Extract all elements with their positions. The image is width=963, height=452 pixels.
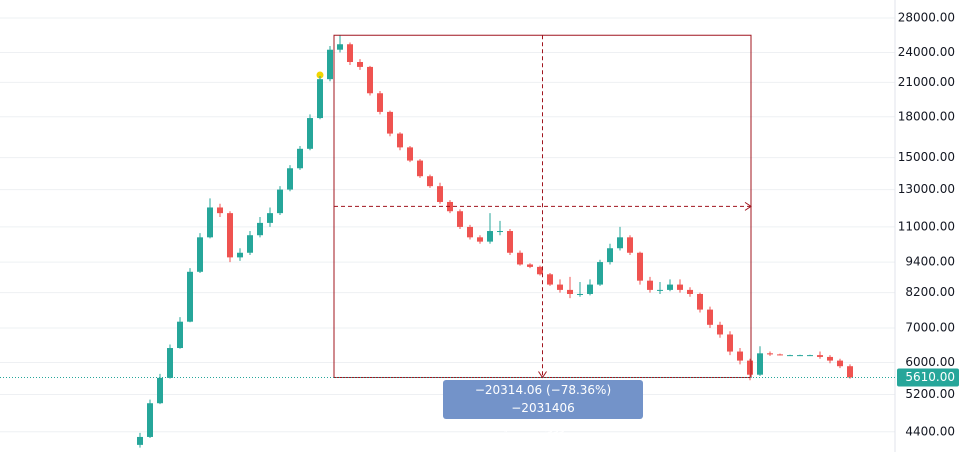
candle-body bbox=[587, 284, 593, 294]
candle-body bbox=[547, 274, 553, 285]
candle-body bbox=[637, 252, 643, 281]
candle-body bbox=[417, 160, 423, 177]
candle-body bbox=[677, 284, 683, 290]
candle-body bbox=[227, 213, 233, 258]
candle-body bbox=[557, 284, 563, 290]
candle-body bbox=[427, 176, 433, 187]
grid bbox=[0, 17, 895, 433]
candle-body bbox=[767, 353, 773, 355]
y-tick-label: 8200.00 bbox=[905, 285, 955, 299]
event-marker bbox=[316, 71, 324, 79]
measure-bars: 132 روز, 196 میله bbox=[493, 419, 593, 433]
candle-body bbox=[497, 231, 503, 233]
candle-body bbox=[147, 403, 153, 437]
candle-body bbox=[747, 360, 753, 375]
candle-body bbox=[217, 207, 223, 214]
candle-body bbox=[387, 111, 393, 134]
candle-body bbox=[467, 226, 473, 238]
candle-body bbox=[307, 118, 313, 149]
candle-body bbox=[847, 366, 853, 378]
candle-body bbox=[527, 264, 533, 267]
candle-body bbox=[797, 355, 803, 357]
candle-body bbox=[167, 348, 173, 378]
y-tick-label: 24000.00 bbox=[898, 45, 955, 59]
candle-body bbox=[157, 377, 163, 404]
y-tick-label: 21000.00 bbox=[898, 75, 955, 89]
candle-body bbox=[727, 334, 733, 352]
last-price-box bbox=[897, 368, 959, 387]
candle-body bbox=[437, 186, 443, 202]
candle-body bbox=[377, 93, 383, 112]
measure-change: −20314.06 (−78.36%) −2031406 bbox=[474, 383, 612, 415]
candle-body bbox=[667, 284, 673, 290]
measure-v-head bbox=[538, 371, 547, 379]
candle-body bbox=[577, 293, 583, 295]
candle-body bbox=[827, 356, 833, 361]
candle-body bbox=[327, 49, 333, 80]
candle-body bbox=[187, 271, 193, 322]
candle-body bbox=[357, 62, 363, 67]
candle-body bbox=[487, 231, 493, 242]
y-tick-label: 11000.00 bbox=[898, 219, 955, 233]
measure-h-head bbox=[744, 201, 752, 211]
candle-body bbox=[137, 436, 143, 445]
candle-body bbox=[407, 147, 413, 161]
y-tick-label: 28000.00 bbox=[898, 11, 955, 25]
candle-body bbox=[317, 79, 323, 119]
candle-body bbox=[287, 168, 293, 190]
candle-body bbox=[647, 280, 653, 290]
candle-body bbox=[537, 266, 543, 275]
y-tick-label: 9400.00 bbox=[905, 255, 955, 269]
candle-body bbox=[597, 262, 603, 285]
candle-body bbox=[207, 207, 213, 238]
y-tick-label: 18000.00 bbox=[898, 109, 955, 123]
candle-body bbox=[517, 252, 523, 265]
y-tick-label: 4400.00 bbox=[905, 424, 955, 438]
candle-body bbox=[697, 293, 703, 310]
candle-body bbox=[737, 351, 743, 361]
candle-body bbox=[507, 231, 513, 253]
candle-body bbox=[837, 360, 843, 367]
candle-body bbox=[197, 237, 203, 272]
candle-body bbox=[247, 235, 253, 253]
candle-body bbox=[347, 44, 353, 63]
measure-box: −20314.06 (−78.36%) −2031406 132 روز, 19… bbox=[443, 380, 643, 433]
y-tick-label: 6000.00 bbox=[905, 355, 955, 369]
candle-body bbox=[337, 44, 343, 50]
candle-body bbox=[297, 148, 303, 169]
candle-body bbox=[817, 355, 823, 357]
candle-body bbox=[717, 324, 723, 335]
y-tick-label: 13000.00 bbox=[898, 182, 955, 196]
candle-body bbox=[397, 133, 403, 148]
candle-body bbox=[807, 355, 813, 357]
last-price-label: 5610.00 bbox=[905, 370, 955, 384]
candle-body bbox=[177, 321, 183, 349]
y-tick-label: 7000.00 bbox=[905, 320, 955, 334]
candle-body bbox=[457, 211, 463, 227]
candle-body bbox=[267, 213, 273, 223]
y-tick-label: 5200.00 bbox=[905, 387, 955, 401]
candle-body bbox=[567, 289, 573, 294]
candle-body bbox=[657, 289, 663, 291]
candle-body bbox=[777, 354, 783, 356]
candle-body bbox=[607, 248, 613, 263]
candle-body bbox=[707, 309, 713, 325]
candle-body bbox=[617, 237, 623, 249]
candle-body bbox=[277, 189, 283, 214]
candle-body bbox=[257, 222, 263, 236]
candle-body bbox=[477, 237, 483, 242]
candle-body bbox=[757, 353, 763, 375]
candle-body bbox=[237, 252, 243, 258]
y-tick-label: 15000.00 bbox=[898, 150, 955, 164]
candle-body bbox=[787, 355, 793, 357]
candle-body bbox=[367, 66, 373, 94]
candle-body bbox=[687, 289, 693, 294]
candle-body bbox=[627, 237, 633, 253]
